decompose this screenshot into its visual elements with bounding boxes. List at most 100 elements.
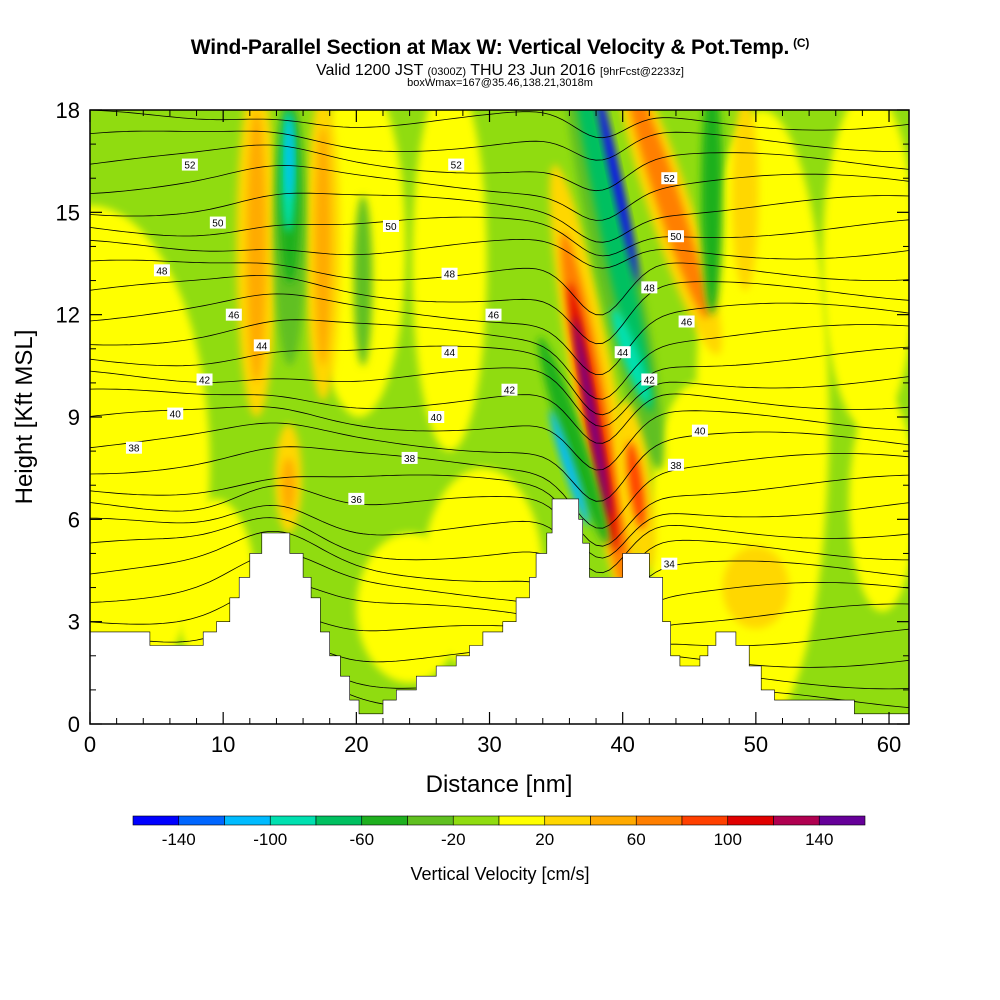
svg-text:48: 48 [444, 270, 456, 281]
velocity-blob-26 [549, 409, 590, 527]
colorbar-swatch [818, 815, 866, 826]
svg-text:50: 50 [212, 219, 224, 230]
svg-text:42: 42 [644, 375, 656, 386]
contour-label: 38 [125, 441, 142, 455]
contour-line [90, 485, 909, 559]
colorbar-swatch [681, 815, 729, 826]
contour-label: 38 [401, 451, 418, 465]
contour-label: 52 [181, 158, 198, 172]
velocity-blob-18 [353, 195, 373, 366]
contour-line [90, 165, 909, 221]
svg-text:36: 36 [351, 495, 363, 506]
svg-text:46: 46 [228, 311, 240, 322]
box-wmax-info: boxWmax=167@35.46,138.21,3018m [407, 77, 593, 89]
chart-title: Wind-Parallel Section at Max W: Vertical… [0, 36, 1000, 60]
contour-label: 44 [253, 339, 270, 352]
x-tick-label: 0 [84, 732, 96, 757]
contour-label: 50 [667, 230, 684, 243]
contour-line [90, 293, 909, 376]
contour-label: 48 [441, 267, 458, 281]
svg-text:42: 42 [199, 375, 211, 386]
colorbar-tick-label: -140 [162, 830, 196, 849]
contour-label: 36 [348, 492, 365, 506]
valid-time: Valid 1200 JST [316, 62, 424, 79]
copyright-mark: (C) [793, 36, 810, 50]
contour-line [90, 582, 909, 660]
y-tick-label: 6 [68, 507, 80, 532]
x-axis-label: Distance [nm] [426, 771, 573, 798]
colorbar-tick-label: -60 [349, 830, 374, 849]
contour-label: 44 [614, 346, 631, 359]
colorbar-label: Vertical Velocity [cm/s] [410, 864, 589, 884]
colorbar-tick-label: 100 [714, 830, 742, 849]
x-tick-label: 60 [877, 732, 901, 757]
contour-line [90, 259, 909, 316]
svg-text:46: 46 [681, 317, 693, 328]
x-tick-label: 20 [344, 732, 368, 757]
terrain-mask [90, 498, 909, 724]
colorbar-swatch [315, 815, 363, 826]
svg-text:50: 50 [670, 232, 682, 243]
contour-line [90, 446, 909, 529]
contour-line [90, 406, 909, 471]
contour-line [90, 216, 909, 257]
contour-line [90, 345, 909, 416]
velocity-blob-9 [849, 393, 909, 612]
contour-label: 48 [641, 281, 658, 294]
contour-line [90, 517, 909, 598]
contour-label: 40 [167, 407, 184, 421]
contour-label: 40 [428, 411, 445, 424]
chart-title-text: Wind-Parallel Section at Max W: Vertical… [190, 36, 790, 59]
velocity-blob-11 [247, 110, 266, 383]
contour-label: 52 [661, 172, 678, 185]
forecast-info: [9hrFcst@2233z] [600, 66, 684, 78]
contour-label: 48 [153, 264, 170, 277]
colorbar-tick-label: -100 [253, 830, 287, 849]
contour-line [90, 531, 909, 628]
velocity-blob-5 [356, 532, 463, 684]
contour-line [90, 238, 909, 269]
svg-text:40: 40 [431, 413, 443, 424]
contour-label: 34 [661, 557, 678, 571]
contour-line [90, 319, 909, 400]
colorbar-swatch [773, 815, 820, 826]
contour-label: 44 [441, 346, 458, 359]
contour-line [90, 504, 909, 574]
velocity-blob-36 [731, 110, 759, 291]
y-tick-label: 9 [68, 405, 80, 430]
svg-text:52: 52 [664, 174, 676, 185]
contour-line [90, 110, 909, 139]
velocity-blob-17 [286, 116, 294, 199]
vertical-velocity-field: 52 52 52 50 50 50 48 48 48 46 46 46 44 44 44 42 42 42 40 40… [90, 110, 909, 724]
x-tick-label: 10 [211, 732, 235, 757]
colorbar-swatch [590, 815, 637, 826]
velocity-blob-33 [701, 110, 723, 315]
y-tick-label: 3 [68, 610, 80, 635]
contour-label: 50 [382, 219, 399, 233]
velocity-blob-37 [722, 546, 790, 629]
svg-text:48: 48 [644, 283, 656, 294]
colorbar-swatch [407, 815, 454, 826]
velocity-blob-25 [538, 337, 609, 545]
contour-line [90, 552, 909, 648]
contour-line [90, 144, 909, 192]
svg-text:44: 44 [617, 348, 629, 359]
velocity-blob-20 [281, 457, 296, 513]
contour-line [90, 422, 909, 502]
svg-text:38: 38 [670, 461, 682, 472]
contour-label: 46 [485, 308, 502, 322]
contour-label: 42 [196, 373, 213, 386]
axis-labels: Distance [nm] Height [Kft MSL] [11, 330, 572, 798]
colorbar-swatch [132, 815, 180, 826]
contour-label: 46 [225, 308, 242, 322]
svg-text:40: 40 [694, 427, 706, 438]
contour-label: 50 [209, 216, 226, 230]
svg-text:44: 44 [256, 341, 268, 352]
colorbar-tick-label: -20 [441, 830, 466, 849]
contour-line [90, 130, 909, 161]
contour-label: 40 [691, 424, 708, 438]
svg-text:42: 42 [504, 386, 516, 397]
svg-text:34: 34 [664, 560, 676, 571]
colorbar-swatch [269, 815, 317, 826]
svg-text:46: 46 [488, 311, 500, 322]
